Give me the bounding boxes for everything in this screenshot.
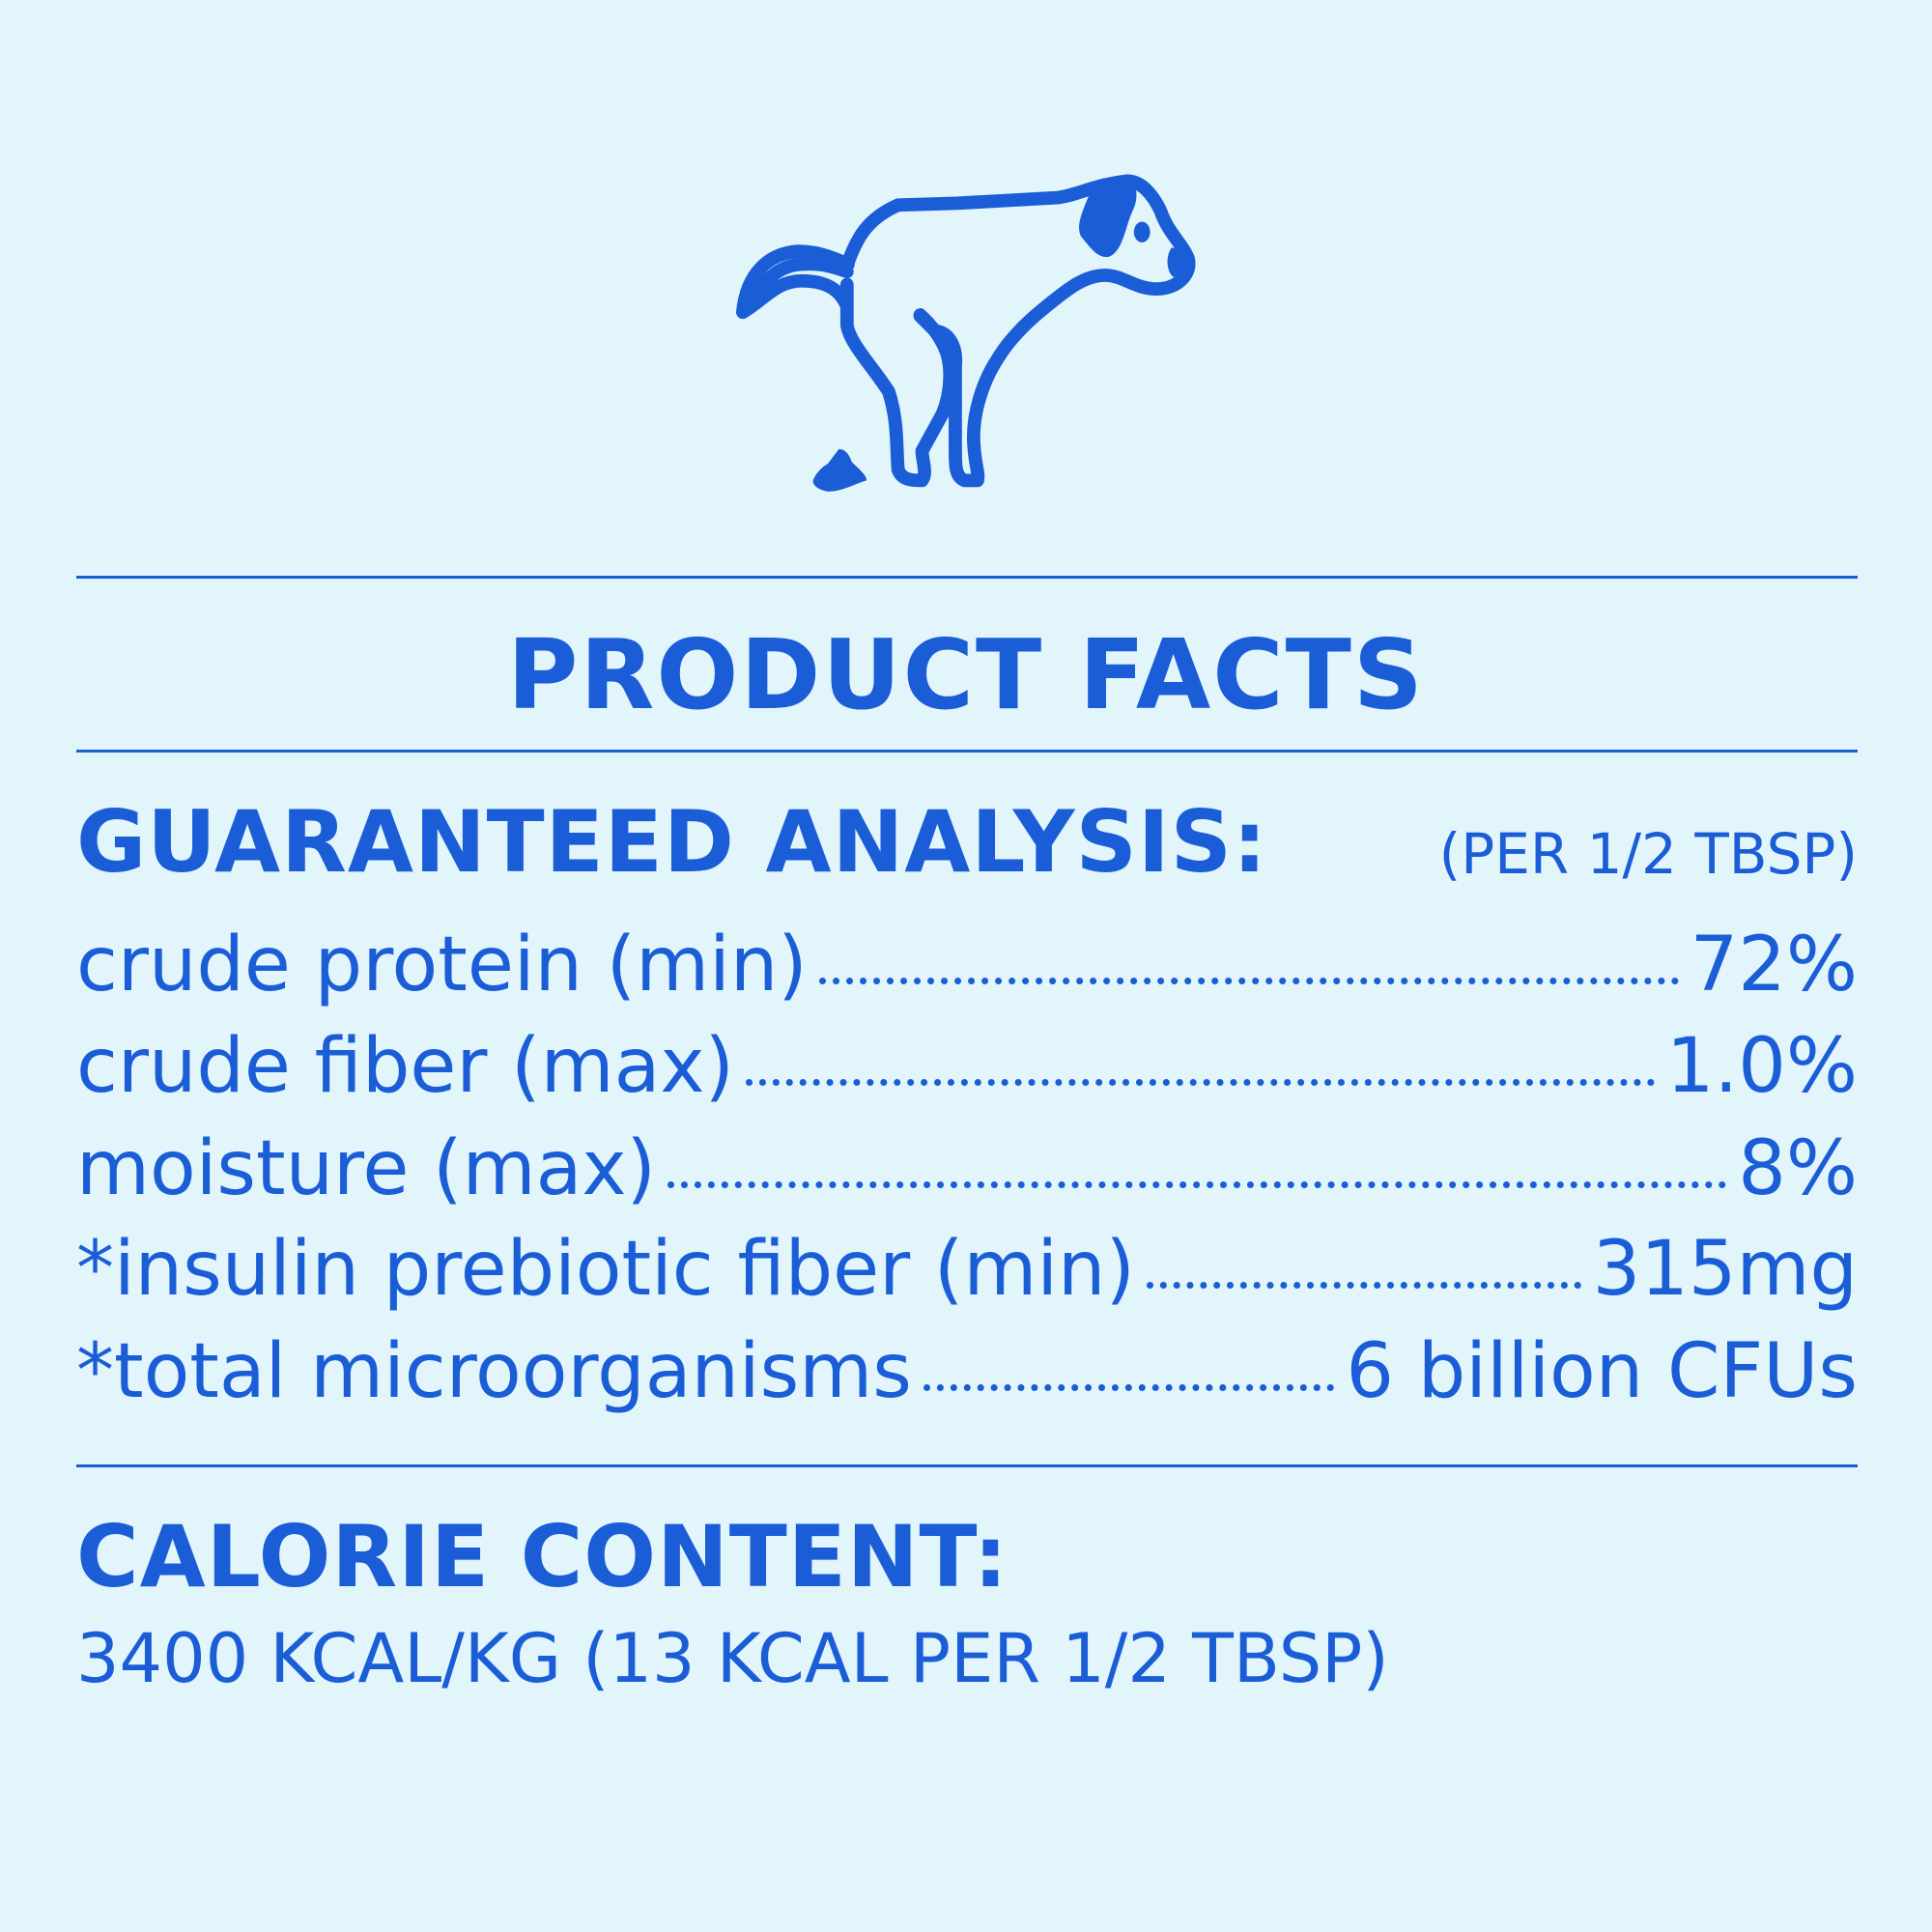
dot-leader	[667, 1181, 1727, 1188]
calorie-value: 3400 KCAL/KG (13 KCAL PER 1/2 TBSP)	[76, 1619, 1389, 1698]
serving-size: (PER 1/2 TBSP)	[1438, 821, 1858, 887]
row-label: moisture (max)	[76, 1125, 656, 1212]
divider	[76, 1464, 1858, 1467]
analysis-row: moisture (max) 8%	[76, 1131, 1858, 1207]
analysis-row: crude protein (min) 72%	[76, 927, 1858, 1003]
analysis-row: *insulin prebiotic fiber (min) 315mg	[76, 1232, 1858, 1307]
row-value: 8%	[1738, 1125, 1858, 1212]
row-label: *insulin prebiotic fiber (min)	[76, 1226, 1135, 1313]
dot-leader	[745, 1079, 1655, 1086]
analysis-row: *total microorganisms 6 billion CFUs	[76, 1334, 1858, 1409]
row-label: *total microorganisms	[76, 1328, 912, 1415]
calorie-heading: CALORIE CONTENT:	[76, 1507, 1009, 1606]
page-title: PRODUCT FACTS	[507, 618, 1425, 731]
row-value: 315mg	[1592, 1226, 1858, 1313]
dot-leader	[818, 978, 1679, 984]
row-label: crude fiber (max)	[76, 1023, 734, 1110]
row-value: 6 billion CFUs	[1346, 1328, 1858, 1415]
analysis-row: crude fiber (max) 1.0%	[76, 1029, 1858, 1104]
row-label: crude protein (min)	[76, 922, 808, 1009]
row-value: 1.0%	[1665, 1023, 1858, 1110]
dot-leader	[1146, 1282, 1581, 1289]
dot-leader	[923, 1384, 1335, 1391]
divider	[76, 750, 1858, 753]
divider	[76, 576, 1858, 579]
row-value: 72%	[1690, 922, 1858, 1009]
analysis-heading: GUARANTEED ANALYSIS:	[76, 792, 1268, 892]
